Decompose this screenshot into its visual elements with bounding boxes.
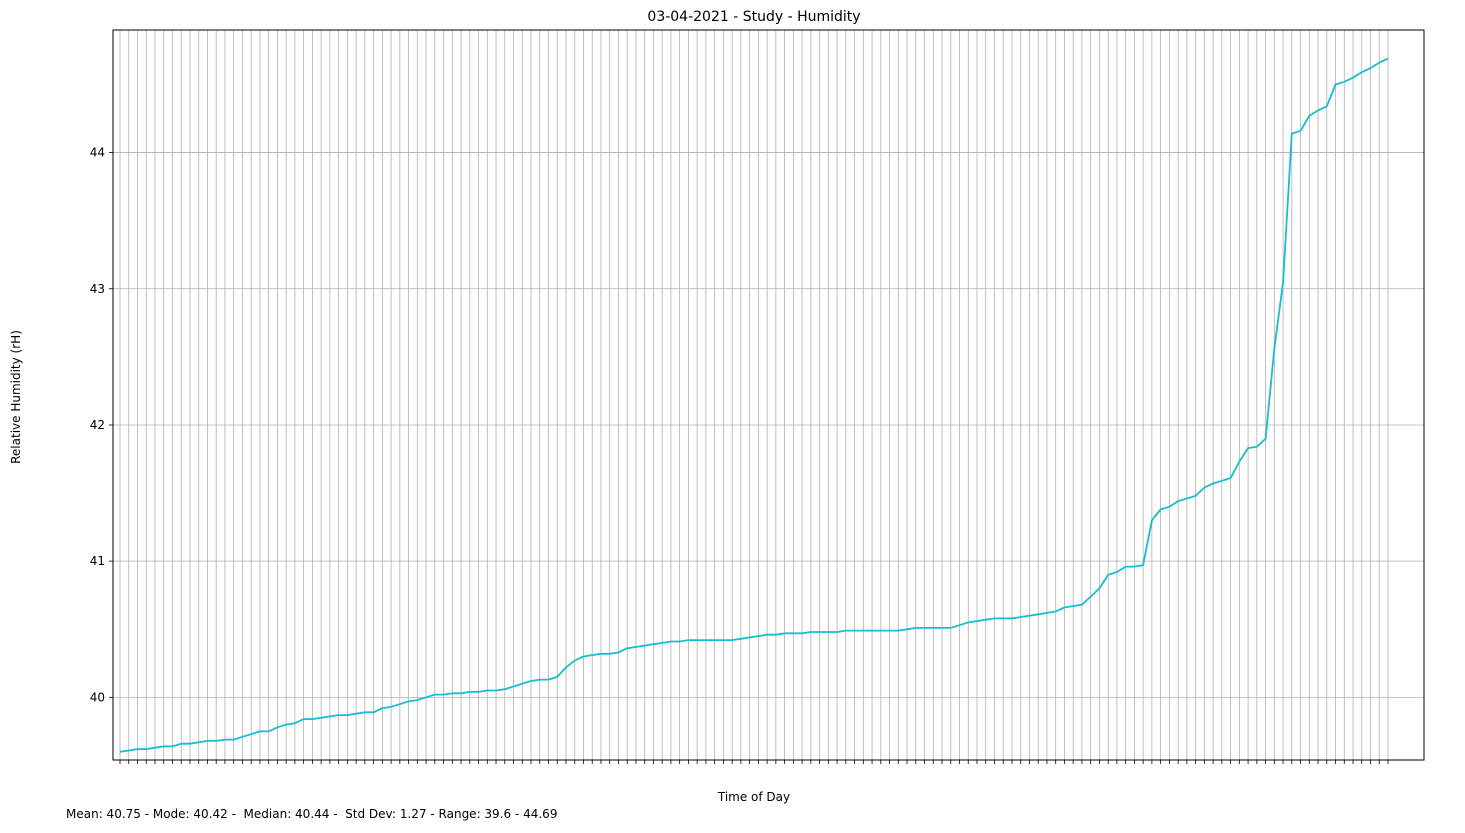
y-tick-label: 43 [90, 282, 105, 296]
plot-frame [112, 29, 1425, 761]
y-tick-label: 41 [90, 554, 105, 568]
grid-layer [113, 30, 1424, 760]
y-tick-label: 42 [90, 418, 105, 432]
y-axis-label: Relative Humidity (rH) [9, 330, 23, 464]
x-axis-label: Time of Day [717, 790, 790, 804]
chart-title: 03-04-2021 - Study - Humidity [647, 9, 860, 25]
y-tick-label: 40 [90, 690, 105, 704]
summary-statistics: Mean: 40.75 - Mode: 40.42 - Median: 40.4… [66, 807, 558, 821]
y-axis: 40 41 42 43 44 [90, 146, 113, 704]
y-tick-label: 44 [90, 146, 105, 160]
humidity-series-line [119, 57, 1389, 753]
x-axis [119, 760, 1389, 764]
